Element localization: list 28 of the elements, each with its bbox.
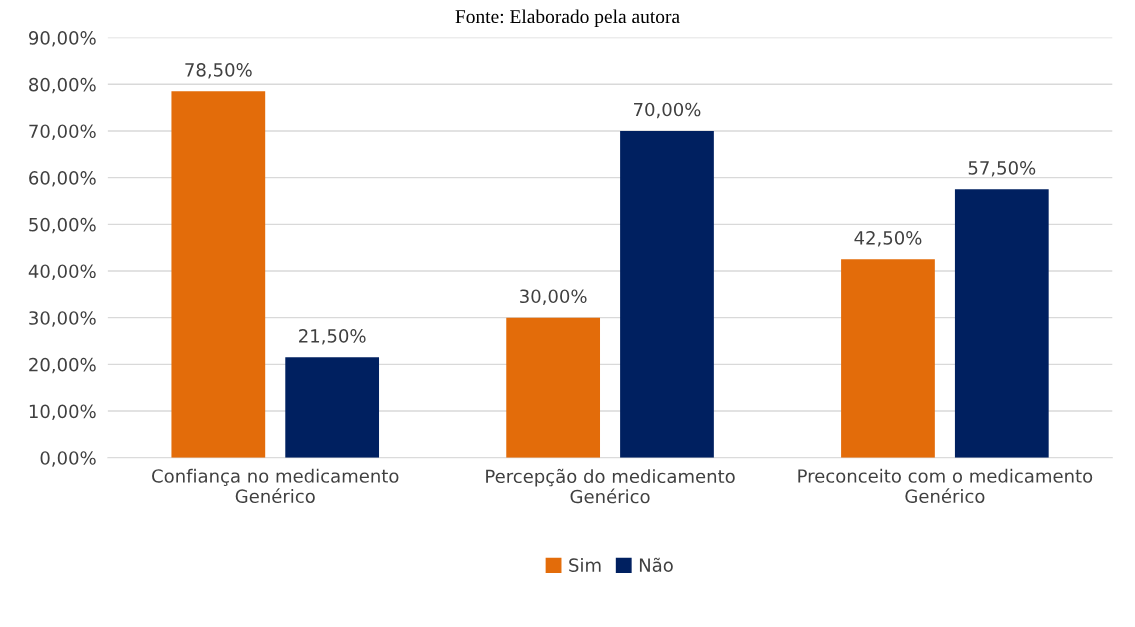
data-label: 70,00% (634, 102, 701, 119)
y-tick-label: 50,00% (29, 217, 96, 234)
bar (506, 317, 601, 458)
bar (285, 357, 380, 458)
x-tick-label: Preconceito com o medicamento Genérico (798, 468, 1093, 504)
y-tick-label: 90,00% (29, 31, 96, 47)
y-tick-label: 20,00% (29, 357, 96, 374)
data-label: 30,00% (520, 289, 587, 305)
source-note: Fonte: Elaborado pela autora (455, 9, 680, 28)
data-label: 42,50% (854, 231, 922, 247)
y-tick-label: 70,00% (29, 124, 96, 140)
legend-label: Sim (569, 557, 601, 572)
y-tick-label: 0,00% (40, 451, 96, 467)
bar (620, 130, 714, 458)
y-tick-label: 10,00% (29, 404, 96, 420)
y-tick-label: 60,00% (29, 171, 96, 187)
y-tick-label: 40,00% (28, 264, 96, 280)
legend-label: Não (639, 557, 673, 572)
y-tick-label: 80,00% (29, 77, 96, 94)
x-tick-label: Confiança no medicamento Genérico (152, 468, 399, 504)
data-label: 57,50% (968, 161, 1036, 177)
bar (841, 259, 935, 458)
data-label: 78,50% (185, 63, 252, 79)
data-label: 21,50% (299, 329, 366, 345)
bar (954, 189, 1049, 458)
y-tick-label: 30,00% (29, 311, 96, 327)
x-tick-label: Percepção do medicamento Genérico (486, 468, 735, 504)
bar (171, 91, 266, 458)
